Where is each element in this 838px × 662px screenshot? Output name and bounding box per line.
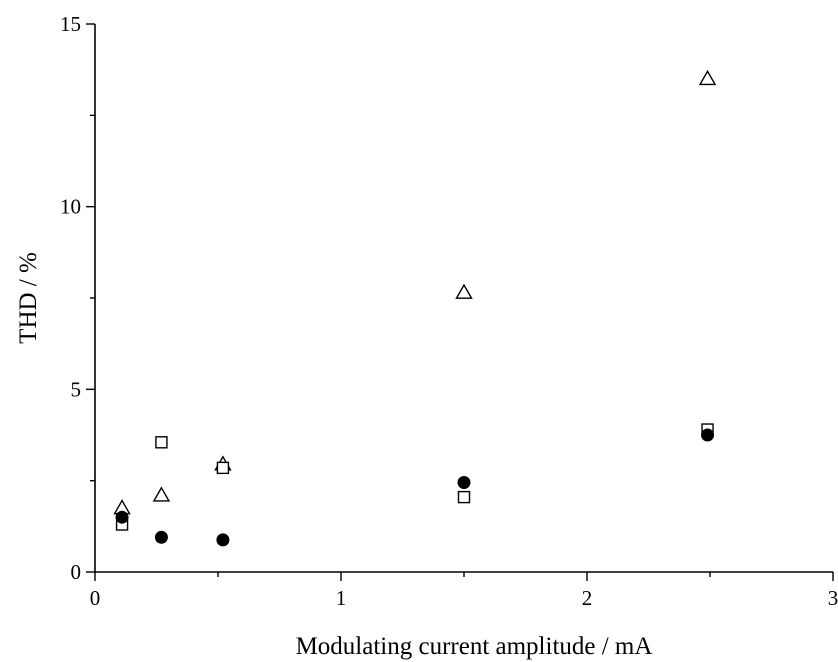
circle-point	[701, 428, 715, 442]
circle-point	[115, 510, 129, 524]
circle-point	[154, 530, 168, 544]
y-tick-label: 0	[71, 560, 82, 584]
y-axis-title: THD / %	[15, 252, 42, 344]
circle-point	[216, 533, 230, 547]
y-tick-label: 5	[71, 377, 82, 401]
series-open-square	[115, 423, 714, 531]
circle-point	[457, 475, 471, 489]
triangle-point	[698, 69, 717, 86]
series-open-triangle	[113, 69, 717, 515]
triangle-point	[455, 283, 473, 299]
x-tick-label: 3	[828, 586, 838, 610]
square-point	[155, 436, 168, 449]
data-points	[113, 69, 717, 547]
square-point	[216, 461, 230, 475]
y-tick-label: 10	[60, 195, 81, 219]
x-tick-label: 0	[90, 586, 101, 610]
x-ticks: 0 1 2 3	[90, 572, 838, 610]
x-tick-label: 1	[336, 586, 347, 610]
x-tick-label: 2	[582, 586, 593, 610]
triangle-point	[152, 486, 171, 502]
x-axis-title: Modulating current amplitude / mA	[296, 633, 653, 660]
square-point	[457, 490, 471, 504]
y-tick-label: 15	[60, 12, 81, 36]
y-ticks: 0 5 10 15	[60, 12, 95, 584]
series-filled-circle	[115, 428, 715, 547]
